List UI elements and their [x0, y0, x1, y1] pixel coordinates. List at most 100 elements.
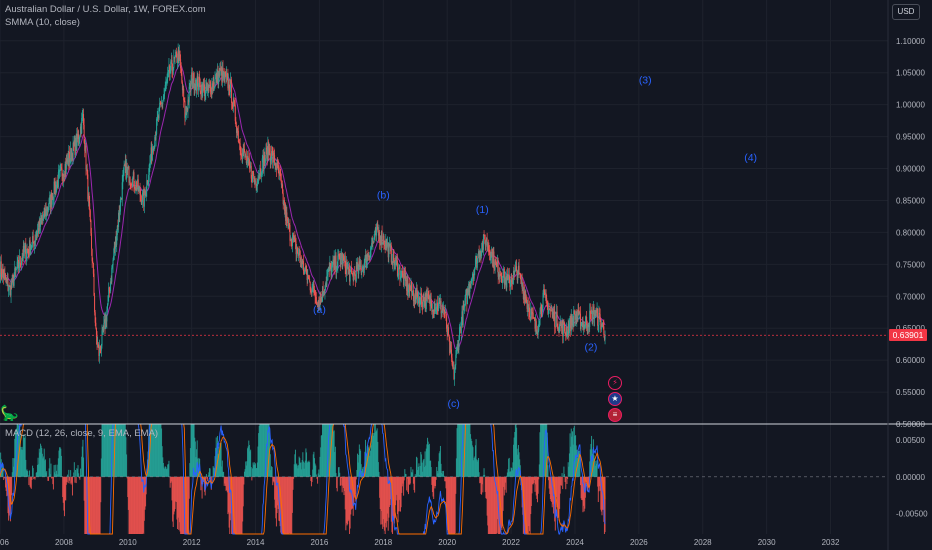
- candle-body: [60, 167, 62, 169]
- candle-body: [25, 245, 27, 260]
- macd-histogram-bar: [341, 476, 343, 478]
- candle-body: [1, 274, 3, 277]
- wave-label: (2): [585, 342, 598, 354]
- candle-body: [80, 126, 82, 134]
- candle-body: [33, 240, 35, 247]
- macd-histogram-bar: [33, 476, 35, 480]
- candle-body: [434, 303, 436, 312]
- candle-body: [427, 294, 429, 299]
- candle-body: [48, 207, 50, 210]
- macd-histogram-bar: [463, 424, 465, 477]
- macd-histogram-bar: [428, 445, 430, 477]
- candle-body: [593, 306, 595, 319]
- candle-body: [130, 183, 132, 186]
- candle-body: [119, 211, 121, 216]
- candle-body: [457, 343, 459, 350]
- candle-body: [146, 180, 148, 185]
- candle-body: [468, 283, 470, 292]
- currency-button[interactable]: USD: [892, 4, 920, 20]
- candle-body: [59, 168, 61, 171]
- candle-body: [511, 282, 513, 284]
- macd-histogram-bar: [208, 472, 210, 477]
- au-flag-event-icon[interactable]: ★: [608, 392, 622, 406]
- candle-body: [142, 190, 144, 193]
- macd-histogram-bar: [209, 468, 211, 477]
- candle-body: [484, 234, 486, 240]
- candle-body: [594, 313, 596, 319]
- macd-histogram-bar: [377, 441, 379, 477]
- candle-body: [107, 295, 109, 305]
- candle-body: [172, 67, 174, 74]
- macd-histogram-bar: [75, 469, 77, 477]
- candle-body: [33, 241, 35, 247]
- macd-histogram-bar: [339, 476, 341, 486]
- macd-histogram-bar: [358, 454, 360, 477]
- candle-body: [522, 287, 524, 289]
- macd-histogram-bar: [178, 476, 180, 523]
- candle-body: [7, 279, 9, 291]
- macd-histogram-bar: [11, 476, 13, 496]
- macd-histogram-bar: [210, 476, 212, 490]
- macd-histogram-bar: [334, 446, 336, 477]
- candle-body: [271, 151, 273, 161]
- macd-histogram-bar: [205, 476, 207, 487]
- candle-body: [438, 302, 440, 311]
- macd-histogram-bar: [204, 476, 206, 496]
- macd-histogram-bar: [431, 476, 433, 493]
- macd-histogram-bar: [362, 467, 364, 477]
- candle-body: [73, 142, 75, 147]
- candle-body: [323, 291, 325, 294]
- candle-body: [288, 223, 290, 226]
- macd-histogram-bar: [203, 476, 205, 477]
- candle-body: [221, 67, 223, 82]
- candle-body: [278, 171, 280, 175]
- macd-histogram-bar: [57, 458, 59, 477]
- macd-histogram-bar: [478, 458, 480, 477]
- candle-body: [484, 239, 486, 246]
- macd-histogram-bar: [176, 476, 178, 520]
- candle-body: [4, 273, 6, 275]
- macd-histogram-bar: [229, 476, 231, 521]
- macd-histogram-bar: [452, 476, 454, 534]
- candle-body: [403, 272, 405, 286]
- macd-histogram-bar: [78, 473, 80, 477]
- macd-histogram-bar: [127, 476, 129, 510]
- macd-histogram-bar: [407, 476, 409, 495]
- candle-body: [46, 208, 48, 216]
- macd-histogram-bar: [51, 476, 53, 479]
- candle-body: [151, 147, 153, 161]
- candle-body: [472, 274, 474, 278]
- macd-histogram-bar: [425, 465, 427, 477]
- wave-label: (4): [744, 152, 757, 164]
- us-flag-event-icon[interactable]: ≡: [608, 408, 622, 422]
- macd-histogram-bar: [175, 476, 177, 502]
- candle-body: [214, 78, 216, 87]
- lightning-event-icon[interactable]: ⚡: [608, 376, 622, 390]
- macd-histogram-bar: [314, 463, 316, 477]
- candle-body: [69, 158, 71, 163]
- candle-body: [132, 172, 134, 178]
- price-tick-label: 0.60000: [896, 356, 925, 365]
- macd-histogram-bar: [256, 462, 258, 477]
- candle-body: [448, 335, 450, 337]
- candle-body: [352, 274, 354, 281]
- candle-body: [363, 266, 365, 273]
- macd-histogram-bar: [116, 424, 118, 477]
- candle-body: [305, 265, 307, 272]
- candle-body: [410, 281, 412, 291]
- candle-body: [251, 178, 253, 182]
- candle-body: [433, 303, 435, 312]
- candle-body: [79, 135, 81, 138]
- macd-histogram-bar: [52, 476, 54, 490]
- candle-body: [280, 176, 282, 180]
- macd-histogram-bar: [301, 459, 303, 477]
- macd-histogram-bar: [171, 476, 173, 501]
- candle-body: [481, 250, 483, 257]
- macd-histogram-bar: [544, 424, 546, 477]
- macd-histogram-bar: [435, 476, 437, 487]
- macd-histogram-bar: [320, 435, 322, 477]
- candle-body: [65, 159, 67, 170]
- macd-histogram-bar: [5, 476, 7, 488]
- macd-histogram-bar: [118, 424, 120, 477]
